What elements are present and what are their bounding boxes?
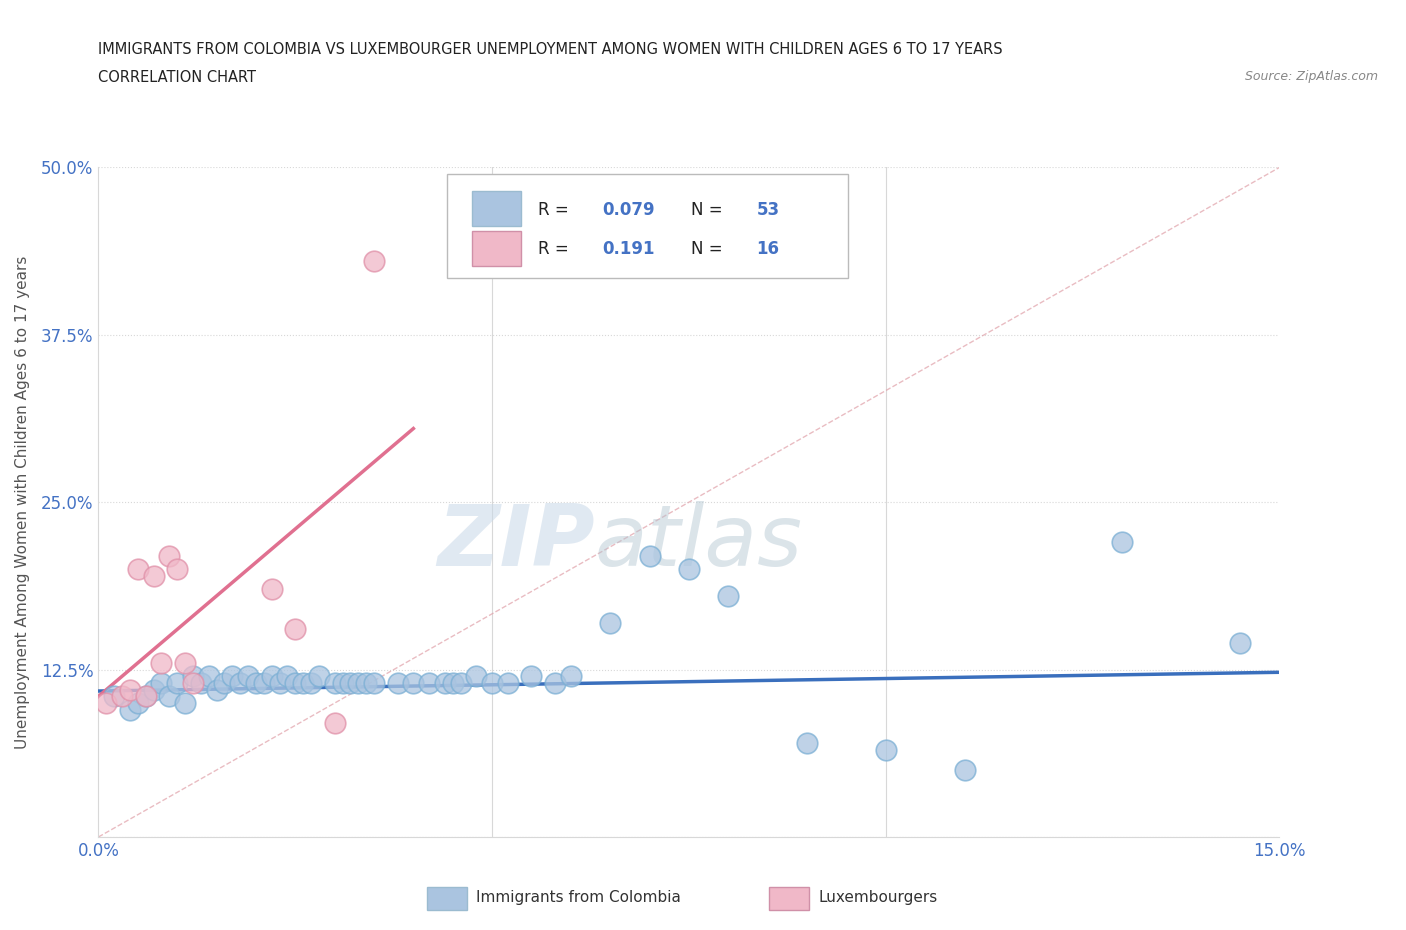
Text: 53: 53 xyxy=(756,201,779,219)
Point xyxy=(544,675,567,690)
Point xyxy=(260,669,283,684)
Point xyxy=(363,675,385,690)
Point xyxy=(284,675,307,690)
Point xyxy=(276,669,298,684)
Point xyxy=(135,689,157,704)
Point xyxy=(197,669,219,684)
Point xyxy=(181,669,204,684)
Point xyxy=(387,675,409,690)
Text: R =: R = xyxy=(537,240,579,259)
Point xyxy=(103,689,125,704)
Point xyxy=(127,562,149,577)
Point xyxy=(433,675,456,690)
FancyBboxPatch shape xyxy=(471,191,522,226)
Point xyxy=(190,675,212,690)
Point xyxy=(142,568,165,583)
Point xyxy=(118,702,141,717)
Point xyxy=(308,669,330,684)
Point xyxy=(245,675,267,690)
Point xyxy=(150,656,173,671)
Point xyxy=(150,675,173,690)
Point xyxy=(465,669,488,684)
Point xyxy=(354,675,377,690)
Point xyxy=(796,736,818,751)
Text: Immigrants from Colombia: Immigrants from Colombia xyxy=(477,890,682,905)
FancyBboxPatch shape xyxy=(471,231,522,266)
Point xyxy=(1111,535,1133,550)
Point xyxy=(332,675,354,690)
Text: N =: N = xyxy=(692,201,728,219)
Point xyxy=(205,683,228,698)
Point xyxy=(142,683,165,698)
Point xyxy=(441,675,464,690)
Y-axis label: Unemployment Among Women with Children Ages 6 to 17 years: Unemployment Among Women with Children A… xyxy=(15,256,30,749)
Point xyxy=(450,675,472,690)
Point xyxy=(111,689,134,704)
Point xyxy=(166,675,188,690)
Text: N =: N = xyxy=(692,240,728,259)
Text: ZIP: ZIP xyxy=(437,501,595,584)
Point xyxy=(118,683,141,698)
Point xyxy=(638,549,661,564)
Point xyxy=(214,675,236,690)
FancyBboxPatch shape xyxy=(427,887,467,910)
Point xyxy=(135,689,157,704)
Point xyxy=(717,589,740,604)
Point xyxy=(299,675,322,690)
Text: Source: ZipAtlas.com: Source: ZipAtlas.com xyxy=(1244,70,1378,83)
Point xyxy=(157,689,180,704)
Point xyxy=(481,675,503,690)
Point xyxy=(127,696,149,711)
Point xyxy=(174,656,197,671)
Point xyxy=(323,716,346,731)
Point xyxy=(520,669,543,684)
Point xyxy=(418,675,440,690)
Point xyxy=(284,622,307,637)
Point xyxy=(269,675,291,690)
Point xyxy=(221,669,243,684)
Point xyxy=(181,675,204,690)
Text: IMMIGRANTS FROM COLOMBIA VS LUXEMBOURGER UNEMPLOYMENT AMONG WOMEN WITH CHILDREN : IMMIGRANTS FROM COLOMBIA VS LUXEMBOURGER… xyxy=(98,42,1002,57)
Point xyxy=(96,696,118,711)
Point xyxy=(339,675,361,690)
Point xyxy=(347,675,370,690)
Point xyxy=(402,675,425,690)
Point xyxy=(260,582,283,597)
Text: R =: R = xyxy=(537,201,574,219)
Point xyxy=(875,742,897,757)
Point xyxy=(292,675,315,690)
Point xyxy=(166,562,188,577)
Point xyxy=(560,669,582,684)
Text: 0.079: 0.079 xyxy=(603,201,655,219)
Point xyxy=(236,669,259,684)
Point xyxy=(520,240,543,255)
Text: Luxembourgers: Luxembourgers xyxy=(818,890,938,905)
Point xyxy=(1229,635,1251,650)
Point xyxy=(953,763,976,777)
Point xyxy=(599,616,621,631)
Point xyxy=(363,254,385,269)
Point xyxy=(157,549,180,564)
Text: CORRELATION CHART: CORRELATION CHART xyxy=(98,70,256,85)
Point xyxy=(174,696,197,711)
Text: 0.191: 0.191 xyxy=(603,240,655,259)
Point xyxy=(229,675,252,690)
Point xyxy=(323,675,346,690)
FancyBboxPatch shape xyxy=(769,887,810,910)
Point xyxy=(678,562,700,577)
Point xyxy=(253,675,276,690)
FancyBboxPatch shape xyxy=(447,174,848,278)
Text: 16: 16 xyxy=(756,240,779,259)
Point xyxy=(496,675,519,690)
Text: atlas: atlas xyxy=(595,501,803,584)
